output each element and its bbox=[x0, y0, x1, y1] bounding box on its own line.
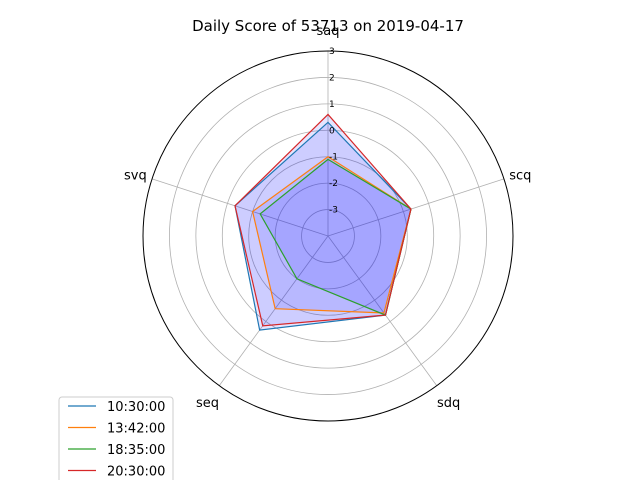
axis-label-svq: svq bbox=[124, 169, 147, 184]
radial-tick-label: -3 bbox=[329, 206, 338, 216]
series-line bbox=[259, 158, 412, 316]
grid-spoke bbox=[151, 178, 329, 237]
radial-tick-label: -2 bbox=[329, 179, 338, 189]
axis-label-saq: saq bbox=[317, 24, 340, 39]
series-fill bbox=[235, 122, 411, 331]
radial-tick-label: -1 bbox=[329, 153, 338, 163]
grid-spoke bbox=[327, 235, 438, 386]
axis-label-seq: seq bbox=[196, 396, 219, 411]
radial-tick-label: 1 bbox=[329, 100, 335, 110]
radial-tick-labels: -3 -2 -1 0 1 2 3 bbox=[329, 47, 338, 216]
series-fills bbox=[235, 114, 411, 331]
chart-title: Daily Score of 53713 on 2019-04-17 bbox=[192, 17, 464, 35]
legend: 10:30:00 13:42:00 18:35:00 20:30:00 bbox=[58, 396, 174, 480]
radial-tick-label: 3 bbox=[329, 47, 335, 57]
series-fill bbox=[235, 114, 411, 326]
radial-tick-label: 0 bbox=[329, 126, 335, 136]
legend-frame bbox=[58, 396, 174, 480]
polar-frame bbox=[142, 50, 514, 422]
legend-entry: 20:30:00 bbox=[107, 465, 165, 480]
radial-tick-label: 2 bbox=[329, 73, 335, 83]
series-fill bbox=[252, 156, 411, 313]
legend-entry: 10:30:00 bbox=[107, 400, 165, 415]
legend-entry: 18:35:00 bbox=[107, 443, 165, 458]
grid-spoke bbox=[218, 235, 329, 386]
series-lines bbox=[234, 113, 412, 331]
legend-entry: 13:42:00 bbox=[107, 422, 165, 437]
series-line bbox=[234, 121, 412, 331]
axis-labels: saq scq sdq seq svq bbox=[124, 24, 531, 411]
grid-spoke bbox=[327, 178, 505, 237]
series-line bbox=[234, 113, 412, 327]
axis-label-scq: scq bbox=[509, 169, 531, 184]
axis-label-sdq: sdq bbox=[437, 396, 460, 411]
series-fill bbox=[260, 159, 411, 316]
